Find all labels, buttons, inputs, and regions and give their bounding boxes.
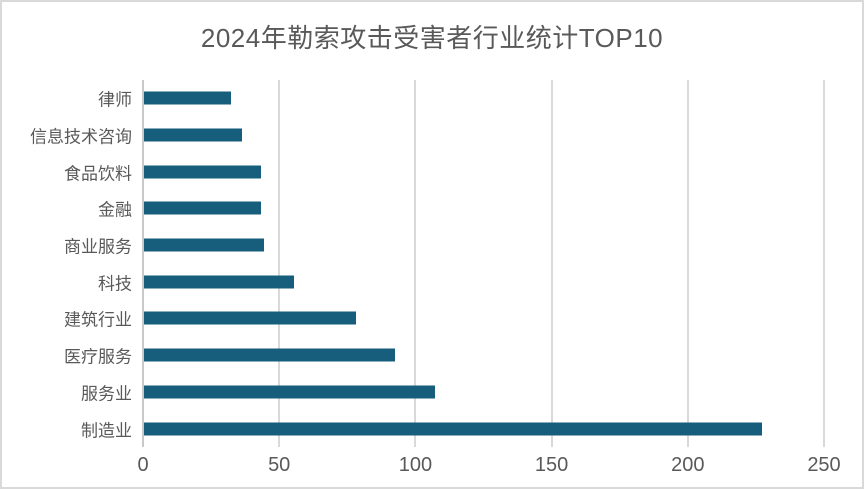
- bar: [144, 311, 357, 325]
- chart-title: 2024年勒索攻击受害者行业统计TOP10: [200, 23, 664, 53]
- gridline: [823, 80, 825, 447]
- bar: [144, 422, 763, 436]
- x-tick-label: 0: [137, 454, 149, 476]
- category-label: 服务业: [81, 384, 132, 404]
- bar: [144, 348, 395, 362]
- x-tick-label: 200: [671, 454, 705, 476]
- category-label: 建筑行业: [64, 310, 132, 330]
- bar-row: 制造业: [81, 410, 824, 447]
- category-label: 医疗服务: [64, 347, 132, 367]
- bar: [144, 238, 264, 252]
- bar: [144, 165, 262, 179]
- gridline: [550, 80, 553, 447]
- bar-row: 信息技术咨询: [30, 117, 824, 154]
- x-axis: 0 50 100 150 200 250: [137, 454, 840, 482]
- bar: [144, 91, 232, 105]
- category-label: 商业服务: [64, 237, 132, 257]
- bar-row: 律师: [98, 80, 824, 117]
- gridline: [414, 80, 417, 447]
- bar: [144, 275, 294, 289]
- bar-row: 医疗服务: [64, 337, 824, 374]
- x-tick-label: 100: [398, 454, 433, 476]
- bar-row: 金融: [98, 190, 824, 227]
- bar-rows: 律师信息技术咨询食品饮料金融商业服务科技建筑行业医疗服务服务业制造业: [30, 80, 824, 447]
- bar-row: 食品饮料: [64, 153, 824, 190]
- category-label: 律师: [98, 90, 132, 110]
- bar: [144, 128, 243, 142]
- gridline: [278, 80, 281, 447]
- bar-row: 服务业: [81, 374, 824, 411]
- category-label: 金融: [98, 200, 132, 220]
- y-axis-line: [142, 80, 144, 447]
- bar-row: 商业服务: [64, 227, 824, 264]
- bar: [144, 201, 262, 215]
- bar: [144, 385, 436, 399]
- bar-row: 建筑行业: [64, 300, 824, 337]
- category-label: 制造业: [81, 421, 132, 441]
- x-tick-label: 50: [268, 454, 291, 476]
- category-label: 食品饮料: [64, 164, 132, 184]
- x-tick-label: 250: [807, 454, 841, 476]
- bar-row: 科技: [98, 263, 824, 300]
- category-label: 科技: [98, 274, 132, 294]
- x-tick-label: 150: [534, 454, 569, 476]
- category-label: 信息技术咨询: [30, 127, 132, 147]
- plot-area: 律师信息技术咨询食品饮料金融商业服务科技建筑行业医疗服务服务业制造业: [30, 80, 825, 447]
- gridline: [686, 80, 689, 447]
